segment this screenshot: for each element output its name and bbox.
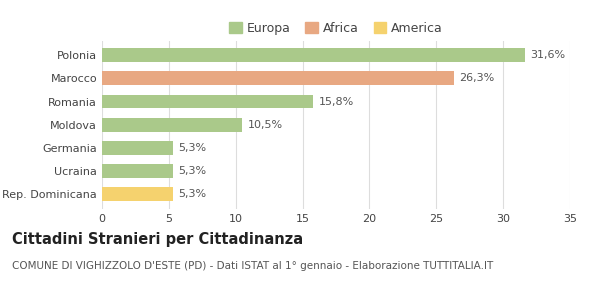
Bar	[102, 95, 313, 108]
Bar	[102, 71, 454, 85]
Text: 10,5%: 10,5%	[248, 120, 283, 130]
Text: 15,8%: 15,8%	[319, 97, 354, 106]
Text: Cittadini Stranieri per Cittadinanza: Cittadini Stranieri per Cittadinanza	[12, 232, 303, 247]
Text: 26,3%: 26,3%	[459, 73, 494, 83]
Legend: Europa, Africa, America: Europa, Africa, America	[224, 17, 448, 39]
Text: 5,3%: 5,3%	[178, 166, 206, 176]
Text: 31,6%: 31,6%	[530, 50, 565, 60]
Bar	[102, 187, 173, 201]
Text: 5,3%: 5,3%	[178, 143, 206, 153]
Bar	[102, 164, 173, 178]
Text: COMUNE DI VIGHIZZOLO D'ESTE (PD) - Dati ISTAT al 1° gennaio - Elaborazione TUTTI: COMUNE DI VIGHIZZOLO D'ESTE (PD) - Dati …	[12, 261, 493, 271]
Bar	[102, 118, 242, 132]
Text: 5,3%: 5,3%	[178, 189, 206, 199]
Bar	[102, 48, 524, 62]
Bar	[102, 141, 173, 155]
